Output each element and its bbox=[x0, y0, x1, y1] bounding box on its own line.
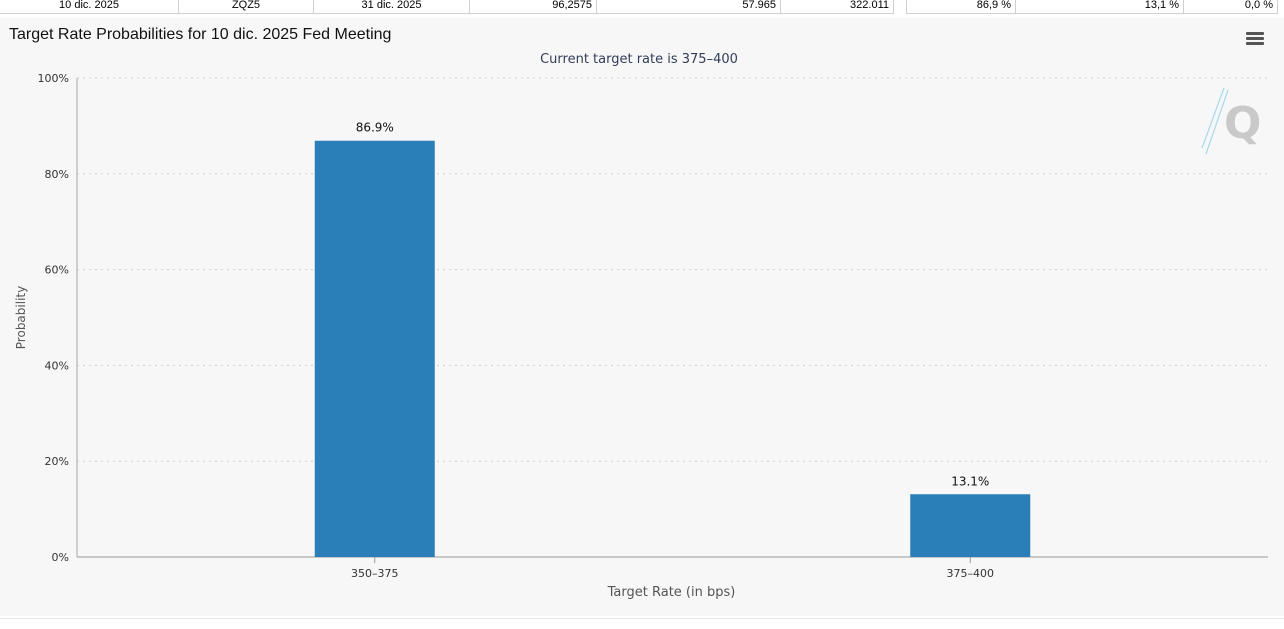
y-tick-label: 20% bbox=[45, 455, 69, 468]
meeting-date-cell: 10 dic. 2025 bbox=[0, 0, 179, 14]
data-label: 86.9% bbox=[356, 121, 394, 135]
mid-price-cell: 96,2575 bbox=[470, 0, 597, 14]
y-tick-label: 80% bbox=[45, 168, 69, 181]
chart-subtitle: Current target rate is 375–400 bbox=[540, 52, 738, 67]
y-tick-label: 0% bbox=[52, 551, 69, 564]
prior-volume-cell: 57.965 bbox=[597, 0, 781, 14]
y-tick-label: 60% bbox=[45, 264, 69, 277]
bottom-strip bbox=[0, 618, 1284, 629]
chart-title: Target Rate Probabilities for 10 dic. 20… bbox=[9, 26, 392, 43]
prior-oi-cell: 322.011 bbox=[781, 0, 894, 14]
probability-cell-3: 0,0 % bbox=[1184, 0, 1278, 14]
probability-cell-2: 13,1 % bbox=[1016, 0, 1184, 14]
expires-cell: 31 dic. 2025 bbox=[314, 0, 470, 14]
bar bbox=[910, 494, 1031, 557]
contract-cell: ZQZ5 bbox=[179, 0, 314, 14]
x-axis-title: Target Rate (in bps) bbox=[607, 585, 736, 600]
y-tick-label: 40% bbox=[45, 359, 69, 372]
bar bbox=[314, 140, 435, 557]
watermark-logo: Q bbox=[1201, 88, 1261, 155]
y-tick-label: 100% bbox=[38, 72, 69, 85]
data-label: 13.1% bbox=[951, 474, 989, 488]
chart-panel: Target Rate Probabilities for 10 dic. 20… bbox=[0, 18, 1284, 616]
x-tick-label: 375–400 bbox=[947, 567, 995, 580]
watermark-text: Q bbox=[1224, 98, 1261, 149]
bar-chart: 0% 20% 40% 60% 80% 100% 86.9% 350–375 13.1% 375–4… bbox=[14, 72, 1268, 600]
x-tick-label: 350–375 bbox=[351, 567, 399, 580]
hamburger-menu-icon[interactable] bbox=[1246, 32, 1264, 46]
top-table-row: 10 dic. 2025 ZQZ5 31 dic. 2025 96,2575 5… bbox=[0, 0, 1284, 16]
y-axis-title: Probability bbox=[14, 286, 28, 349]
probability-cell-1: 86,9 % bbox=[906, 0, 1016, 14]
